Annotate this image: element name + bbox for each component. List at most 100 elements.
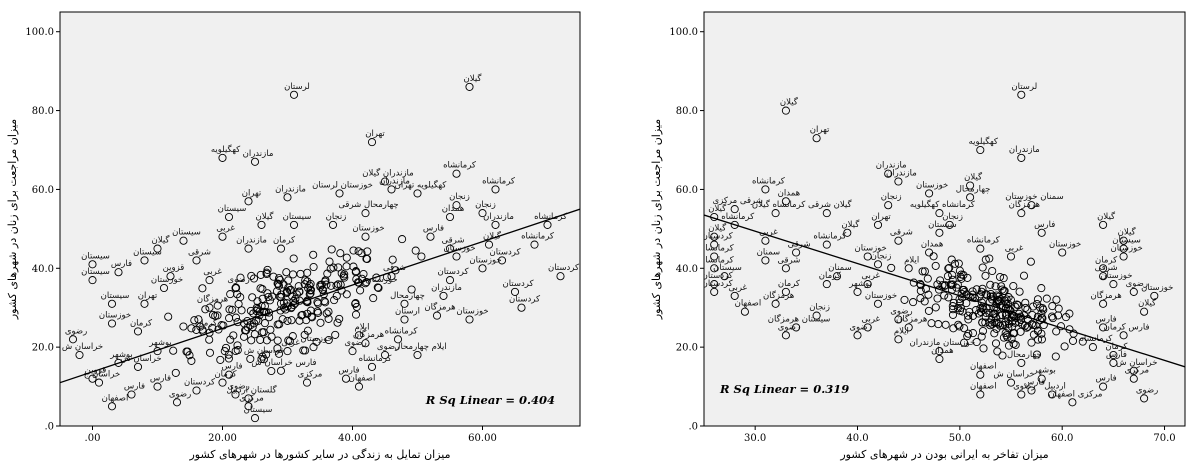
data-point [190, 316, 199, 325]
point-label: کرمانشاه کهگیلویه [910, 199, 976, 210]
data-point [407, 285, 416, 294]
data-point [977, 332, 986, 341]
data-point [283, 193, 292, 202]
data-point [452, 201, 461, 210]
r-squared-annotation: R Sq Linear = 0.319 [719, 382, 849, 396]
data-point [253, 297, 262, 306]
data-point [297, 311, 306, 320]
data-point [179, 322, 188, 331]
data-point [931, 261, 940, 270]
point-label: رضوی [227, 275, 249, 285]
data-point [761, 256, 770, 265]
data-point [391, 266, 400, 275]
data-point [307, 313, 317, 322]
data-point [916, 294, 925, 303]
data-point [781, 197, 790, 206]
data-point [981, 271, 990, 280]
data-point [114, 268, 123, 277]
data-point [413, 189, 422, 198]
data-point [187, 324, 196, 333]
data-point [978, 284, 987, 293]
data-point [273, 344, 282, 353]
data-point [255, 307, 264, 316]
point-label: خراسان ش [993, 370, 1034, 380]
data-point [361, 339, 370, 348]
plot-area [703, 11, 1186, 427]
point-label: رضوی [1126, 279, 1148, 289]
x-axis-label: میزان تمایل به زندگی در سایر کشورها در ش… [188, 448, 450, 461]
data-point [1047, 312, 1057, 321]
data-point [179, 236, 188, 245]
point-label: فارس کرمان [1104, 322, 1150, 332]
x-tick-label: 60.00 [468, 433, 497, 444]
data-point [274, 349, 284, 358]
data-point [1058, 248, 1067, 257]
data-point [1037, 284, 1046, 293]
data-point [936, 276, 945, 285]
data-point [1048, 314, 1057, 323]
data-point [361, 279, 370, 288]
point-label: خوزستان [1110, 244, 1142, 254]
data-point [1069, 329, 1078, 338]
data-point [1027, 386, 1036, 395]
data-point [267, 366, 276, 376]
data-point [781, 287, 790, 296]
data-point [159, 283, 169, 293]
point-label: کردستان [702, 271, 734, 281]
data-point [354, 382, 364, 391]
data-point [959, 270, 968, 280]
point-label: سیستان [133, 247, 162, 257]
data-point [998, 351, 1007, 360]
data-point [140, 299, 149, 308]
point-label: گیلان [1138, 298, 1157, 309]
data-point [277, 293, 286, 302]
data-point [302, 378, 312, 387]
data-point [863, 252, 872, 261]
data-point [258, 285, 267, 294]
point-label: کرمان [214, 370, 237, 380]
data-point [944, 264, 953, 273]
data-point [966, 193, 975, 202]
data-point [300, 330, 309, 339]
data-point [321, 277, 330, 286]
data-point [900, 295, 909, 304]
data-point [369, 294, 378, 303]
point-label: خوزستان [865, 291, 897, 301]
data-point [1140, 307, 1149, 316]
data-point [781, 106, 790, 115]
point-label: شرقی مرکزی [713, 196, 763, 206]
point-label: خوزستان [469, 255, 501, 265]
data-point [367, 362, 377, 371]
point-label: فارس [1034, 220, 1055, 230]
point-label: زنجان [475, 200, 496, 210]
data-point [909, 298, 918, 307]
point-label: شرقی [1095, 263, 1118, 273]
point-label: مازندران [483, 212, 514, 222]
data-point [218, 378, 227, 387]
point-label: خراسان ش [1116, 358, 1157, 368]
data-point [264, 292, 273, 301]
point-label: سیستان [244, 405, 273, 415]
x-tick-label: 70.0 [1153, 433, 1175, 444]
point-label: مازندران [236, 236, 267, 246]
point-label: سیستان [1112, 236, 1141, 246]
data-point [233, 341, 242, 350]
point-label: خراسان ش [120, 354, 161, 364]
data-point [68, 335, 78, 344]
data-point [894, 315, 903, 324]
data-point [373, 283, 382, 292]
data-point [1054, 304, 1063, 313]
data-point [940, 291, 949, 300]
point-label: کردستان [548, 263, 580, 273]
data-point [938, 281, 947, 290]
data-point [218, 232, 227, 241]
data-point [335, 314, 344, 323]
data-point [226, 335, 235, 344]
data-point [284, 276, 293, 285]
data-point [380, 177, 390, 186]
point-label: خوزستان [1100, 271, 1132, 281]
data-point [88, 276, 97, 285]
data-point [228, 305, 237, 314]
data-point [263, 265, 272, 274]
